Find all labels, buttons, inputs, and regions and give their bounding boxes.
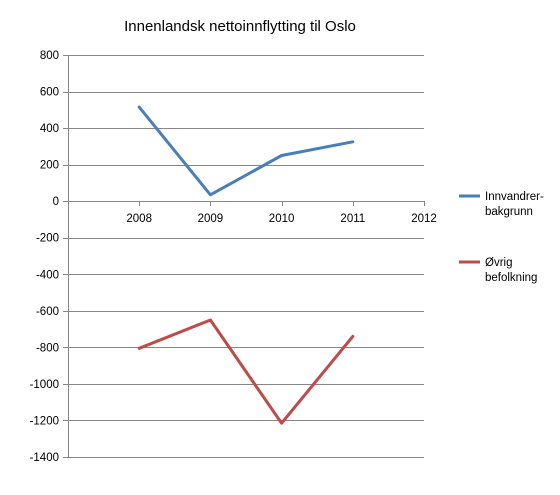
legend-label: befolkning [485, 272, 537, 284]
legend-label: Innvandrer- [485, 191, 544, 203]
gridlines [68, 55, 424, 458]
y-tick-label: 800 [40, 50, 59, 62]
tick-labels: 800 600 400 200 0 -200 -400 -600 -800 -1000 -1200 -… [30, 50, 437, 464]
legend: Innvandrer-bakgrunn Øvrig befolkning [459, 191, 544, 284]
y-tick-label: -1400 [30, 452, 59, 464]
y-tick-label: -1200 [30, 415, 59, 427]
series-lines [137, 105, 355, 425]
y-tick-label: 0 [53, 196, 59, 208]
series-line-0 [137, 105, 355, 197]
x-tick-label: 2008 [126, 213, 152, 225]
x-tick-label: 2011 [340, 213, 365, 225]
x-tick-label: 2010 [269, 213, 295, 225]
legend-label: Øvrig [485, 257, 512, 269]
series-line-1 [137, 318, 355, 425]
y-tick-label: -200 [36, 233, 59, 245]
y-tick-label: 400 [40, 123, 59, 135]
legend-label: bakgrunn [485, 206, 533, 218]
y-tick-label: -400 [36, 269, 59, 281]
y-tick-label: -800 [36, 342, 59, 354]
legend-item-1: Øvrig befolkning [459, 257, 537, 284]
x-tick-label: 2009 [198, 213, 224, 225]
y-tick-label: 600 [40, 87, 59, 99]
axes [63, 55, 425, 458]
legend-item-0: Innvandrer-bakgrunn [459, 191, 544, 218]
y-tick-label: 200 [40, 160, 59, 172]
y-tick-label: -600 [36, 306, 59, 318]
y-tick-label: -1000 [30, 379, 59, 391]
x-tick-label: 2012 [411, 213, 437, 225]
chart-title: Innenlandsk nettoinnflytting til Oslo [124, 18, 356, 35]
